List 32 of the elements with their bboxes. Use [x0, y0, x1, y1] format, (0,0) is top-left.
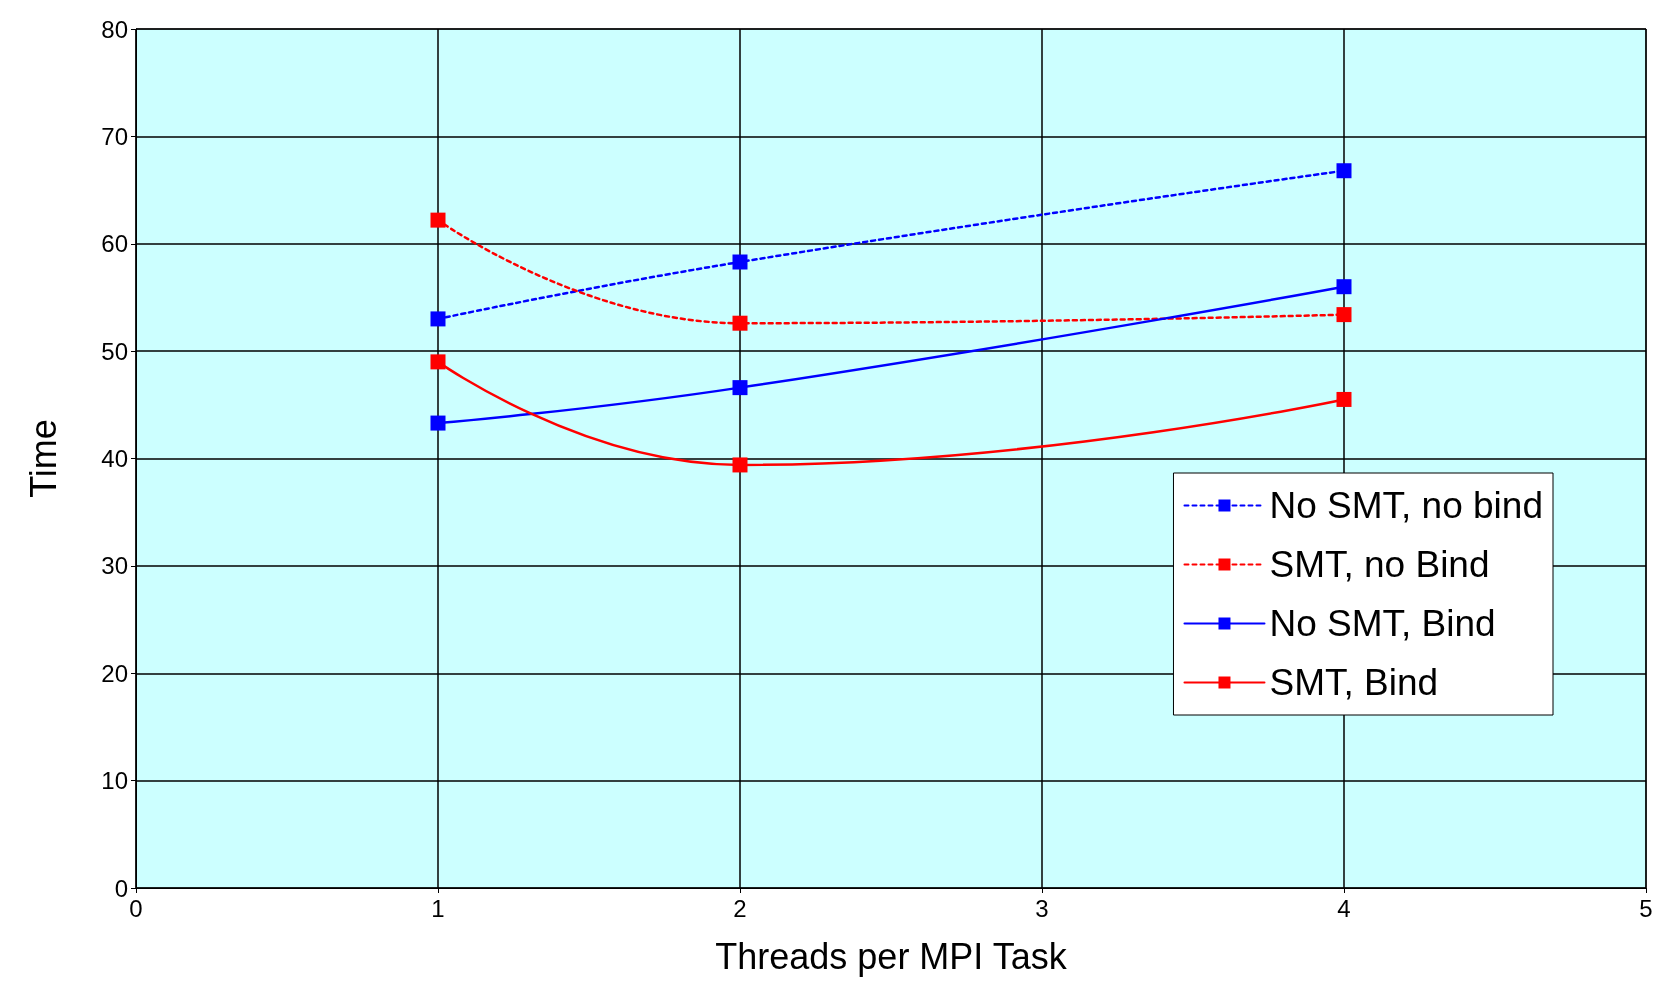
- point: [732, 457, 748, 473]
- legend-label: No SMT, no bind: [1269, 485, 1544, 526]
- legend-label: No SMT, Bind: [1269, 603, 1496, 644]
- x-tick-label: 2: [733, 894, 747, 922]
- point: [732, 315, 748, 331]
- y-tick-label: 30: [101, 552, 128, 580]
- legend-label: SMT, Bind: [1269, 662, 1439, 703]
- y-tick-label: 50: [101, 337, 128, 365]
- x-tick-label: 3: [1035, 894, 1049, 922]
- y-tick-label: 0: [114, 874, 128, 902]
- x-axis-title: Threads per MPI Task: [715, 935, 1068, 977]
- y-tick-label: 80: [101, 15, 128, 43]
- point: [1336, 307, 1352, 323]
- point: [1336, 391, 1352, 407]
- point: [732, 254, 748, 270]
- point: [1336, 279, 1352, 295]
- point: [430, 415, 446, 431]
- y-tick-label: 10: [101, 767, 128, 795]
- legend-label: SMT, no Bind: [1269, 544, 1490, 585]
- x-tick-label: 1: [431, 894, 445, 922]
- y-tick-label: 70: [101, 122, 128, 150]
- point: [430, 354, 446, 370]
- y-tick-label: 40: [101, 445, 128, 472]
- point: [1336, 163, 1352, 179]
- y-tick-label: 60: [101, 230, 128, 258]
- point: [732, 380, 748, 396]
- x-tick-label: 4: [1337, 894, 1351, 922]
- x-tick-label: 5: [1639, 894, 1653, 922]
- y-axis-title: Time: [22, 419, 64, 498]
- point: [430, 212, 446, 228]
- y-tick-label: 20: [101, 659, 128, 687]
- point: [430, 311, 446, 327]
